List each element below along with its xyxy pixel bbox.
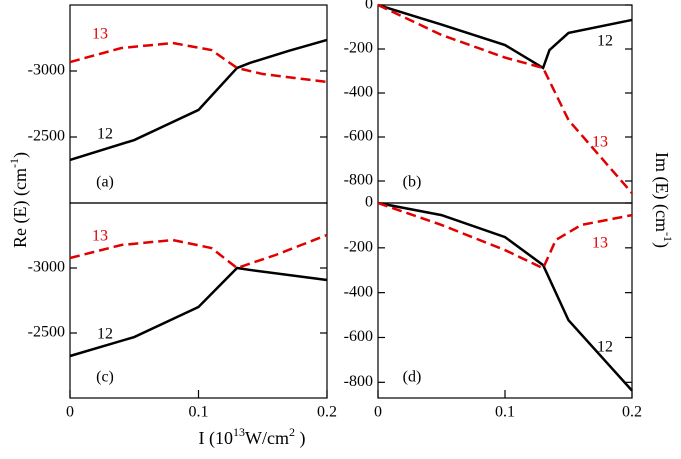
curve-label: 13 <box>592 134 608 151</box>
axis-label-part: 2 <box>289 425 295 439</box>
curve <box>377 201 633 392</box>
y-tick-label: -2500 <box>28 128 65 145</box>
x-tick-label: 0 <box>374 404 382 421</box>
y-tick-label: -200 <box>344 40 373 57</box>
panel-label: (d) <box>403 369 422 386</box>
curve <box>69 233 328 270</box>
axis-label-part: -1 <box>7 158 21 168</box>
axis-label-part: I (10 <box>199 428 234 449</box>
axis-label-part: Re (E) (cm <box>10 168 31 248</box>
curve <box>377 3 633 194</box>
axis-label-part: Im (E) (cm <box>651 152 672 232</box>
curve <box>69 38 328 162</box>
axis-label-part: ) <box>10 152 31 158</box>
axis-label-part: -1 <box>661 232 675 242</box>
x-tick-label: 0.1 <box>189 404 209 421</box>
curve-label: 12 <box>597 339 613 356</box>
panel-label: (a) <box>96 174 114 191</box>
axis-label-part: W/cm <box>245 428 289 448</box>
x-tick-label: 0 <box>66 404 74 421</box>
y-tick-label: -600 <box>344 328 373 345</box>
y-tick-label: 0 <box>365 0 373 13</box>
curve <box>377 3 633 70</box>
y-tick-label: -400 <box>344 283 373 300</box>
x-tick-label: 0.1 <box>495 404 515 421</box>
curve <box>377 201 633 270</box>
curve <box>69 41 328 84</box>
axis-label: Im (E) (cm-1) <box>651 152 675 248</box>
axis-label-part: ) <box>651 242 672 248</box>
y-tick-label: -200 <box>344 238 373 255</box>
curve-label: 13 <box>592 235 608 252</box>
axis-label-part: ) <box>295 428 306 449</box>
y-tick-label: -3000 <box>28 62 65 79</box>
curve-label: 13 <box>92 26 108 43</box>
curve <box>69 266 328 358</box>
x-tick-label: 0.2 <box>317 404 337 421</box>
y-tick-label: -2500 <box>28 324 65 341</box>
panel-label: (c) <box>96 369 114 386</box>
panel-label: (b) <box>403 174 422 191</box>
y-tick-label: 0 <box>365 194 373 211</box>
y-tick-label: -400 <box>344 84 373 101</box>
curve-label: 12 <box>597 33 613 50</box>
y-tick-label: -3000 <box>28 259 65 276</box>
y-tick-label: -600 <box>344 128 373 145</box>
axis-label: I (1013W/cm2 ) <box>199 425 306 449</box>
x-tick-label: 0.2 <box>622 404 642 421</box>
axis-label-part: 13 <box>233 425 245 439</box>
curve-label: 12 <box>97 326 113 343</box>
y-tick-label: -800 <box>344 172 373 189</box>
axis-label: Re (E) (cm-1) <box>7 152 31 248</box>
curve-label: 13 <box>92 228 108 245</box>
curve-label: 12 <box>97 126 113 143</box>
y-tick-label: -800 <box>344 373 373 390</box>
